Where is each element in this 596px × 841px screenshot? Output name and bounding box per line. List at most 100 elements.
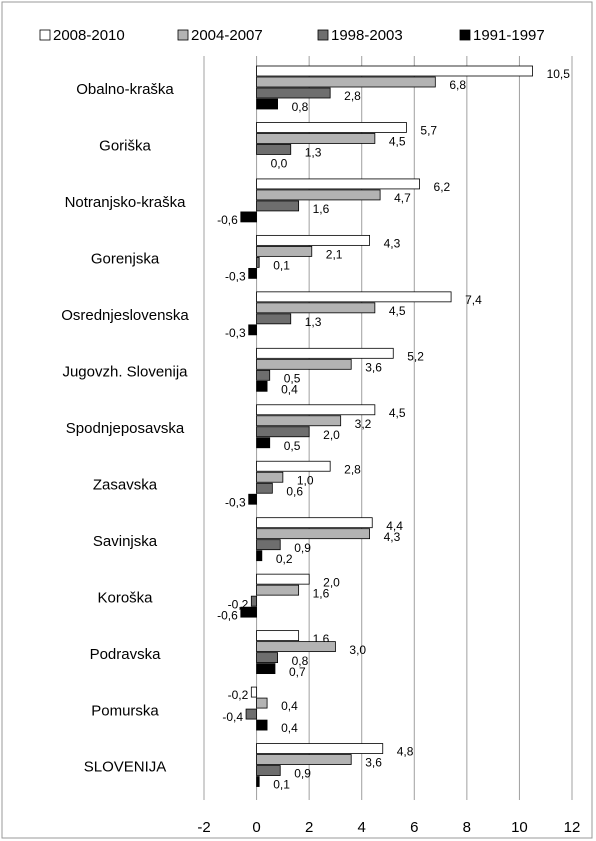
value-label: 3,6 [365,360,382,374]
bar [256,471,284,483]
bar [256,426,310,438]
value-label: -0,6 [217,608,238,622]
bar [256,584,300,596]
value-label: 4,4 [386,519,403,533]
bar [256,641,336,653]
value-label: 0,9 [294,541,311,555]
bar [256,550,263,562]
category-label: Obalno-kraška [76,81,174,98]
value-label: 4,5 [389,304,406,318]
x-tick-label: 10 [511,819,528,836]
value-label: -0,3 [225,270,246,284]
value-label: 0,5 [284,439,301,453]
bar [256,460,331,472]
value-label: 0,2 [276,552,293,566]
bar [256,234,371,246]
bar [248,324,257,336]
bar [256,663,276,675]
bar [240,606,257,618]
bar [256,415,342,427]
category-label: Zasavska [93,476,158,493]
legend-swatch [317,29,329,41]
bar [256,133,376,144]
category-label: Savinjska [93,533,158,550]
value-label: 5,2 [407,349,424,363]
bar [256,302,376,314]
legend-swatch [39,29,51,41]
x-tick-label: 2 [305,819,313,836]
bar [256,200,300,212]
value-label: 2,1 [326,248,343,262]
category-label: Osrednjeslovenska [61,307,189,324]
value-label: 7,4 [465,293,482,307]
bar [250,686,257,698]
value-label: 0,9 [294,767,311,781]
value-label: 0,4 [281,699,298,713]
value-label: 3,0 [349,643,366,657]
bar [256,517,373,529]
value-label: 2,8 [344,462,361,476]
bar [256,87,331,99]
bar [256,528,371,540]
value-label: -0,4 [222,710,243,724]
legend-label: 2004-2007 [191,27,263,44]
bar [256,245,313,257]
bar [256,482,273,494]
bar [256,358,352,370]
bar [256,404,376,416]
value-label: 0,4 [281,721,298,735]
bar [256,539,281,551]
value-label: 0,1 [273,259,290,273]
bar [240,211,257,223]
bar [256,573,310,585]
bar [256,65,533,77]
legend-label: 1998-2003 [331,27,403,44]
value-label: -0,3 [225,326,246,340]
bar [256,178,420,190]
value-label: 4,5 [389,406,406,420]
value-label: 0,7 [289,665,306,679]
bar [256,776,260,787]
value-label: 1,0 [297,473,314,487]
x-tick-label: 12 [564,819,581,836]
value-label: 0,5 [284,371,301,385]
legend-swatch [177,29,189,41]
bar [256,347,394,359]
bar [256,743,384,754]
x-tick-label: 0 [252,819,260,836]
bar [256,380,268,392]
bar [256,98,279,110]
bar [256,697,268,709]
x-tick-label: 6 [410,819,418,836]
value-label: -0,2 [228,688,249,702]
x-tick-label: 4 [358,819,366,836]
value-label: 3,2 [355,417,372,431]
bar [256,369,271,381]
value-label: 1,3 [305,315,322,329]
value-label: 6,2 [434,180,451,194]
value-label: 2,0 [323,428,340,442]
x-tick-label: 8 [463,819,471,836]
category-label: Spodnjeposavska [66,420,185,437]
value-label: 0,0 [271,157,288,171]
bar [256,256,260,268]
bar [256,76,436,88]
bar [256,719,268,731]
value-label: 1,3 [305,146,322,160]
value-label: 1,6 [313,586,330,600]
bar [256,437,271,449]
category-label: SLOVENIJA [84,759,167,776]
legend-label: 2008-2010 [53,27,125,44]
value-label: 1,6 [313,202,330,216]
value-label: 0,8 [292,100,309,114]
bar [256,122,407,133]
value-label: 5,7 [420,124,437,138]
bar [256,765,281,776]
bar [256,630,300,642]
bar [256,144,292,155]
value-label: -0,6 [217,213,238,227]
bar [256,754,352,765]
value-label: 3,6 [365,756,382,770]
category-label: Podravska [90,646,162,663]
